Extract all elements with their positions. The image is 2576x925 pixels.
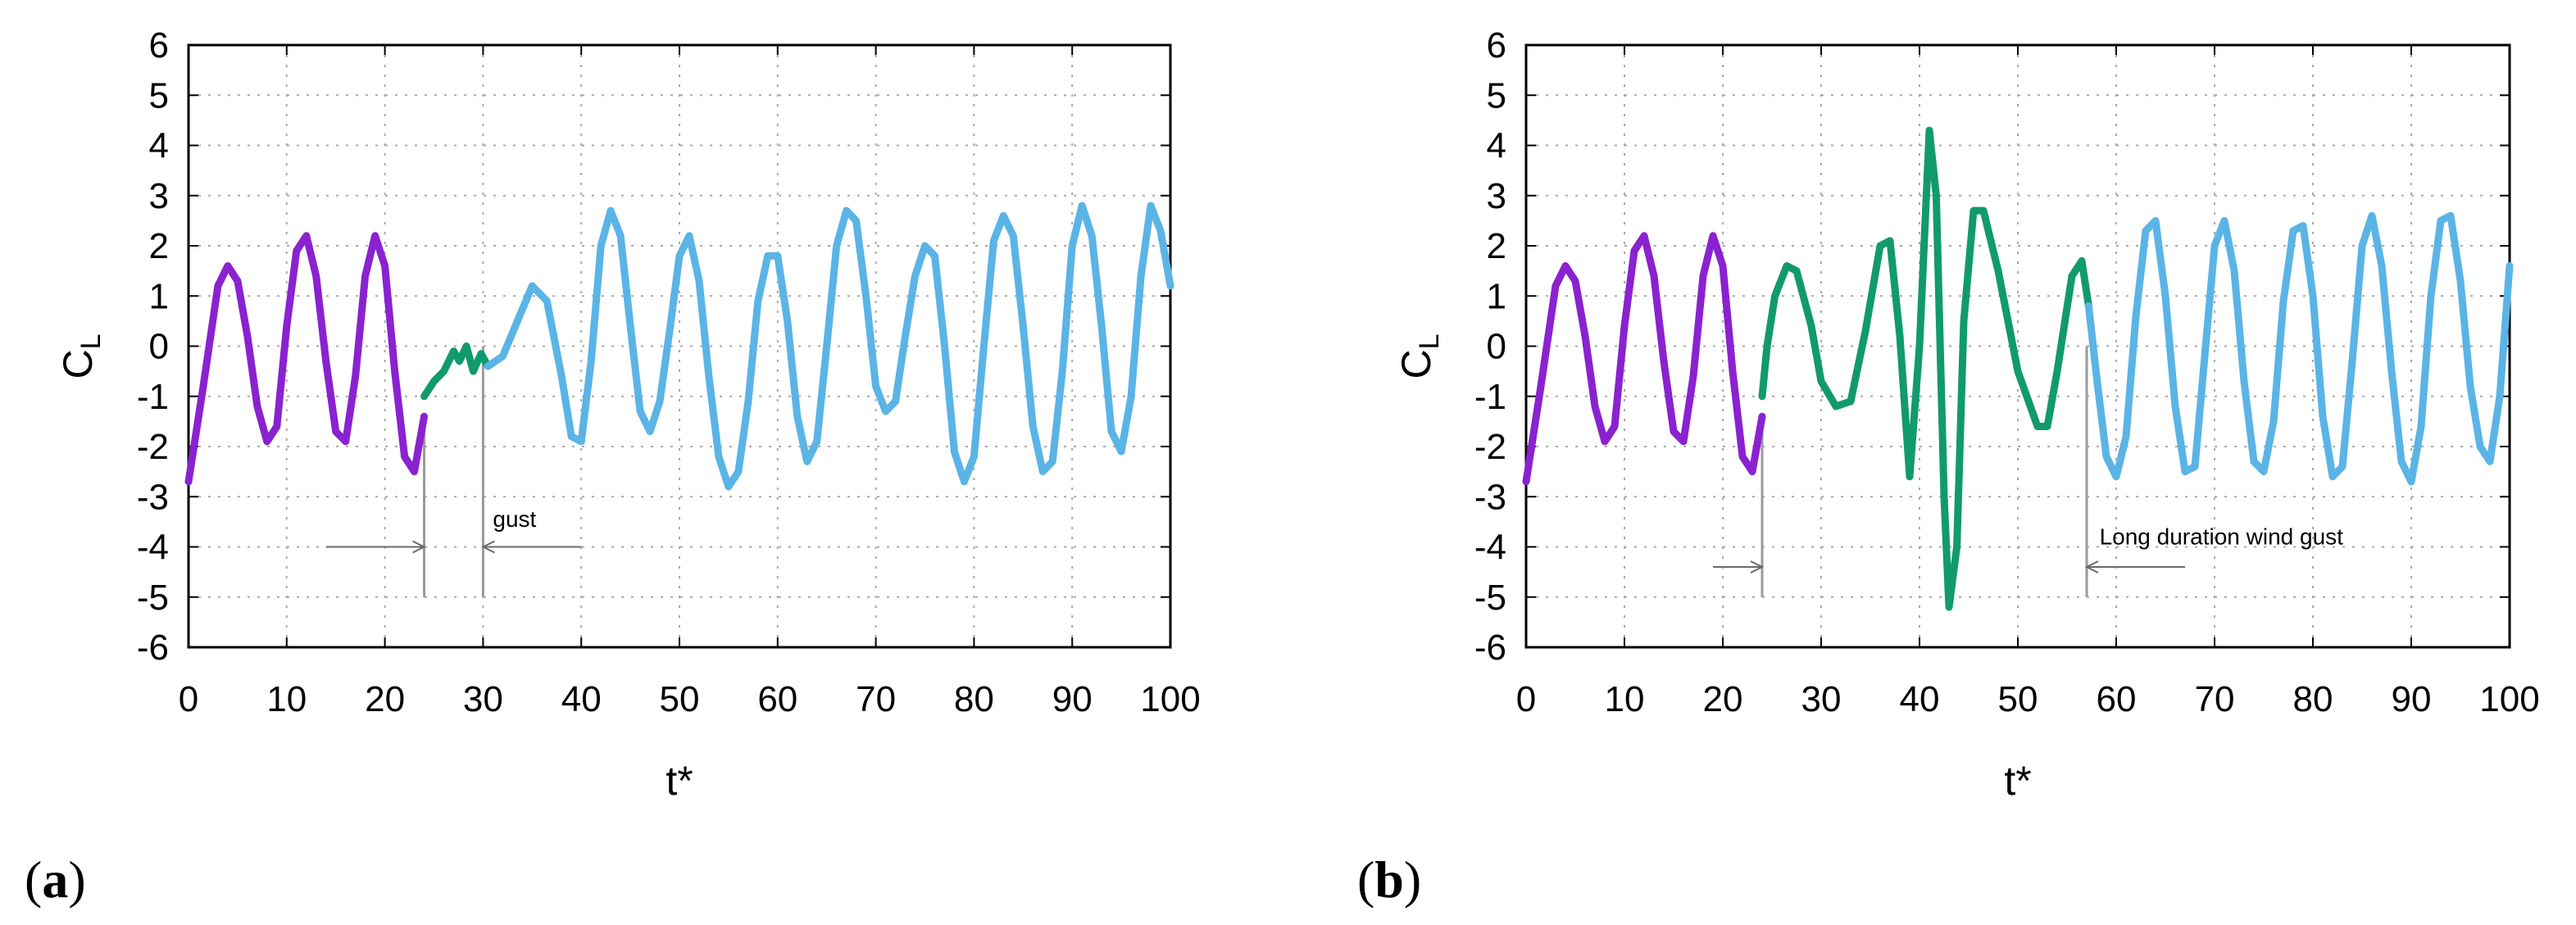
y-axis-label-subscript: L — [1414, 333, 1445, 349]
panel-letter: b — [1374, 850, 1404, 909]
panel-paren: ( — [25, 850, 42, 909]
y-tick-label: -5 — [1474, 578, 1506, 618]
y-tick-label: -6 — [137, 628, 169, 668]
x-tick-label: 70 — [856, 679, 896, 719]
y-tick-label: 0 — [1487, 327, 1506, 367]
y-tick-label: 2 — [1487, 226, 1506, 266]
series-after-gust — [2084, 211, 2514, 486]
series-during-gust — [420, 342, 492, 401]
series-during-gust — [1758, 126, 2092, 611]
x-tick-label: 30 — [1801, 679, 1842, 719]
x-tick-label: 50 — [1998, 679, 2038, 719]
y-tick-label: 1 — [1487, 276, 1506, 316]
y-axis-label: CL — [55, 333, 107, 379]
x-tick-label: 100 — [2479, 679, 2539, 719]
x-tick-label: 40 — [1900, 679, 1940, 719]
panel-b: 0 10 20 30 40 50 60 70 80 90 1006543210-1-2-3-4-5-… — [1357, 25, 2540, 909]
y-tick-label: 6 — [1487, 25, 1506, 66]
gust-arrow-right-head — [481, 540, 495, 554]
x-tick-label: 100 — [1140, 679, 1200, 719]
panel-letter: a — [42, 850, 68, 909]
x-tick-label: 0 — [1516, 679, 1536, 719]
x-tick-label: 90 — [1052, 679, 1093, 719]
y-tick-label: -6 — [1474, 628, 1506, 668]
y-tick-label: 2 — [149, 226, 169, 266]
x-tick-label: 30 — [463, 679, 503, 719]
y-tick-label: 5 — [1487, 75, 1506, 116]
y-axis-label: CL — [1393, 333, 1445, 379]
y-axis-label-main: C — [1393, 349, 1439, 379]
y-tick-label: 4 — [1487, 126, 1506, 166]
gust-arrow-left-head — [1750, 560, 1765, 574]
x-tick-label: 90 — [2392, 679, 2432, 719]
x-tick-label: 20 — [365, 679, 405, 719]
y-tick-label: 3 — [1487, 176, 1506, 216]
panel-paren: ) — [68, 850, 85, 909]
x-tick-label: 60 — [2097, 679, 2137, 719]
x-tick-label: 60 — [757, 679, 797, 719]
x-tick-label: 10 — [1605, 679, 1645, 719]
y-axis-label-subscript: L — [75, 333, 107, 349]
panel-a: 0 10 20 30 40 50 60 70 80 90 1006543210-1-2-3-4-5-… — [25, 25, 1201, 909]
y-tick-label: -2 — [1474, 427, 1506, 467]
y-tick-label: -1 — [137, 377, 169, 417]
x-axis-label: t* — [666, 758, 693, 804]
y-tick-label: -4 — [137, 528, 169, 568]
series-before-gust — [184, 232, 428, 486]
y-tick-label: 4 — [149, 126, 169, 166]
series-before-gust — [1522, 232, 1766, 486]
panel-paren: ) — [1404, 850, 1421, 909]
x-tick-label: 50 — [660, 679, 700, 719]
x-tick-label: 40 — [561, 679, 602, 719]
plot-frame — [187, 43, 1172, 649]
x-tick-label: 0 — [179, 679, 198, 719]
series-after-gust — [484, 202, 1174, 491]
y-tick-label: 3 — [149, 176, 169, 216]
gust-arrow-right-head — [2084, 560, 2099, 574]
plot-frame — [1524, 43, 2511, 649]
y-tick-label: -3 — [1474, 477, 1506, 517]
panel-label: (b) — [1357, 850, 1421, 909]
y-tick-label: -2 — [137, 427, 169, 467]
y-tick-label: 0 — [149, 327, 169, 367]
y-tick-label: -5 — [137, 578, 169, 618]
x-axis-label: t* — [2004, 758, 2031, 804]
gust-annotation: gust — [493, 506, 536, 532]
panel-label: (a) — [25, 850, 86, 909]
y-tick-label: 1 — [149, 276, 169, 316]
y-tick-label: -3 — [137, 477, 169, 517]
y-tick-label: -1 — [1474, 377, 1506, 417]
x-tick-label: 80 — [954, 679, 994, 719]
y-axis-label-main: C — [55, 349, 101, 379]
gust-arrow-left-head — [412, 540, 426, 554]
x-tick-label: 20 — [1703, 679, 1743, 719]
y-tick-label: -4 — [1474, 528, 1506, 568]
x-tick-label: 70 — [2195, 679, 2235, 719]
panel-paren: ( — [1357, 850, 1374, 909]
y-tick-label: 5 — [149, 75, 169, 116]
gust-annotation: Long duration wind gust — [2100, 524, 2344, 549]
x-tick-label: 80 — [2293, 679, 2333, 719]
x-tick-label: 10 — [266, 679, 307, 719]
y-tick-label: 6 — [149, 25, 169, 66]
